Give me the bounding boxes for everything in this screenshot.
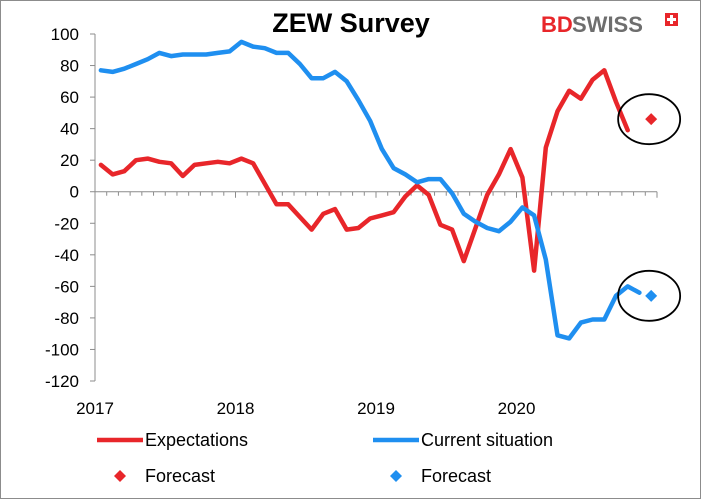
logo-bd-text: BD (541, 12, 573, 37)
legend-label: Forecast (421, 466, 491, 486)
series-line-0 (98, 68, 630, 273)
y-tick-label: -100 (45, 340, 79, 359)
y-tick-label: -120 (45, 372, 79, 391)
series-line-1 (98, 39, 642, 341)
forecast-marker-1 (645, 289, 658, 302)
y-tick-label: 60 (60, 88, 79, 107)
chart-title: ZEW Survey (272, 8, 430, 38)
y-tick-label: 20 (60, 151, 79, 170)
x-tick-label: 2019 (357, 399, 395, 418)
legend-label: Expectations (145, 430, 248, 450)
legend: Expectations Current situation Forecast For… (97, 430, 553, 486)
y-tick-label: 40 (60, 120, 79, 139)
axes: 100 80 60 40 20 0 -20 -40 -60 -80 -100 -120 2017 2018… (45, 25, 658, 418)
y-tick-label: 100 (51, 25, 79, 44)
x-tick-label: 2020 (498, 399, 536, 418)
y-tick-label: 0 (70, 183, 79, 202)
legend-label: Forecast (145, 466, 215, 486)
forecast-circle-1 (617, 269, 682, 322)
y-tick-label: -40 (54, 246, 79, 265)
bdswiss-logo: BD SWISS (541, 12, 678, 37)
y-tick-label: 80 (60, 57, 79, 76)
y-tick-label: -80 (54, 309, 79, 328)
forecast-circle-0 (617, 93, 682, 146)
x-tick-label: 2017 (76, 399, 114, 418)
series-layer (98, 39, 658, 341)
x-tick-label: 2018 (217, 399, 255, 418)
y-tick-label: -60 (54, 277, 79, 296)
annotation-layer (617, 93, 682, 322)
legend-diamond-swatch (114, 470, 126, 482)
legend-label: Current situation (421, 430, 553, 450)
logo-swiss-text: SWISS (572, 12, 643, 37)
legend-diamond-swatch (390, 470, 402, 482)
y-tick-label: -20 (54, 214, 79, 233)
forecast-marker-0 (645, 113, 658, 126)
swiss-cross-horizontal (667, 18, 676, 21)
